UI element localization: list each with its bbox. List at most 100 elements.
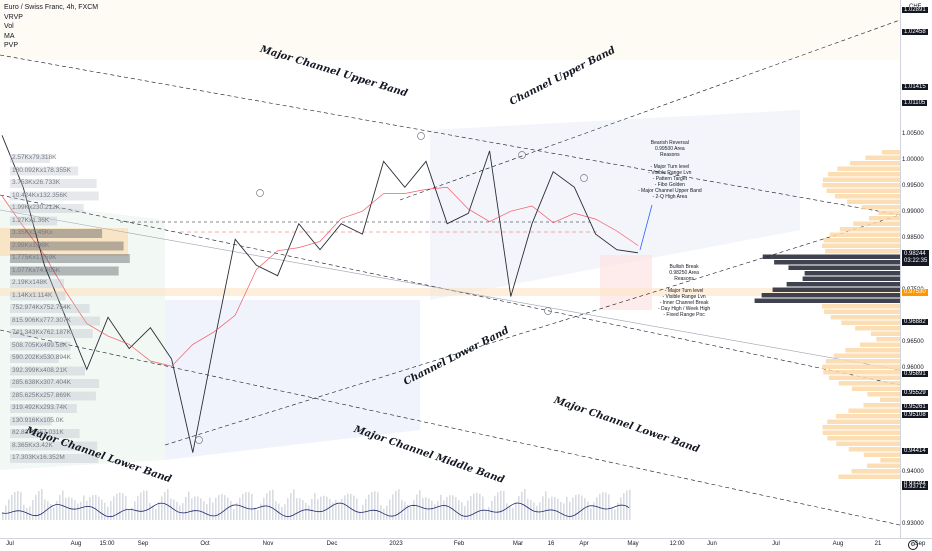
time-tick-label: Jul bbox=[6, 541, 14, 547]
volume-bar bbox=[419, 490, 421, 520]
profile-bar bbox=[826, 188, 900, 193]
volume-bar bbox=[191, 498, 193, 520]
volume-bar bbox=[14, 492, 16, 520]
profile-bar bbox=[822, 304, 900, 309]
volume-bar bbox=[308, 505, 310, 520]
volume-bar bbox=[500, 490, 502, 520]
volume-bar bbox=[464, 506, 466, 520]
volume-bar bbox=[212, 502, 214, 520]
volume-bar bbox=[59, 494, 61, 520]
turn-point-marker bbox=[518, 151, 526, 159]
volume-bar bbox=[497, 492, 499, 520]
volume-profile-label: 815.906Kx777.307K bbox=[12, 316, 71, 324]
volume-bar bbox=[284, 504, 286, 520]
bullish-note-line: - Fixed Range Poc bbox=[663, 312, 705, 318]
volume-bar bbox=[578, 494, 580, 520]
symbol-title[interactable]: Euro / Swiss Franc, 4h, FXCM bbox=[4, 4, 99, 11]
indicator-pvp[interactable]: PVP bbox=[4, 42, 19, 49]
turn-point-marker bbox=[580, 174, 588, 182]
time-axis[interactable] bbox=[0, 538, 932, 551]
volume-bar bbox=[398, 489, 400, 520]
volume-bar bbox=[293, 489, 295, 520]
volume-bar bbox=[512, 508, 514, 520]
volume-bar bbox=[143, 490, 145, 520]
volume-bar bbox=[206, 504, 208, 520]
profile-bar bbox=[762, 254, 900, 259]
time-tick-label: May bbox=[627, 541, 639, 547]
volume-bar bbox=[521, 491, 523, 520]
price-tick-label: 0.95108 bbox=[902, 411, 928, 418]
volume-profile-label: 180.092Kx178.355K bbox=[12, 166, 71, 174]
volume-bar bbox=[122, 493, 124, 520]
chart-settings-icon[interactable]: ⚙ bbox=[908, 540, 918, 550]
volume-bar bbox=[365, 499, 367, 520]
price-tick-label: 0.95261 bbox=[902, 403, 928, 410]
volume-bar bbox=[488, 507, 490, 520]
volume-bar bbox=[560, 501, 562, 520]
volume-profile-label: 1.27Kx1.36K bbox=[12, 216, 50, 224]
volume-bar bbox=[329, 499, 331, 520]
profile-bar bbox=[823, 370, 900, 375]
volume-bar bbox=[467, 500, 469, 520]
volume-bar bbox=[437, 501, 439, 520]
volume-bar bbox=[368, 494, 370, 520]
volume-bar bbox=[374, 491, 376, 520]
volume-bar bbox=[257, 510, 259, 520]
volume-bar bbox=[506, 503, 508, 520]
volume-profile-label: 10.424Kx132.356K bbox=[12, 191, 68, 199]
volume-bar bbox=[305, 502, 307, 520]
price-tick-label: 0.96000 bbox=[902, 365, 924, 372]
volume-bar bbox=[86, 500, 88, 520]
volume-bar bbox=[311, 498, 313, 520]
volume-profile-bar bbox=[10, 304, 90, 313]
bearish-note-line: - Major Channel Upper Band bbox=[638, 188, 702, 194]
volume-bar bbox=[392, 494, 394, 520]
volume-bar bbox=[38, 491, 40, 520]
profile-bar bbox=[847, 199, 900, 204]
profile-bar bbox=[833, 353, 900, 358]
price-plot[interactable] bbox=[0, 0, 900, 538]
price-tick-label: 0.96882 bbox=[902, 319, 928, 326]
price-tick-label: 1.00000 bbox=[902, 157, 924, 164]
price-tick-label: 1.01105 bbox=[902, 99, 928, 106]
price-tick-label: 1.02458 bbox=[902, 29, 928, 36]
bearish-note-line: Reasons bbox=[659, 152, 680, 158]
volume-profile-label: 3.35Kx3.45Kx bbox=[12, 229, 53, 236]
indicator-ma[interactable]: MA bbox=[4, 32, 15, 40]
time-tick-label: Apr bbox=[579, 541, 589, 547]
volume-bar bbox=[527, 498, 529, 520]
time-tick-label: Nov bbox=[262, 541, 274, 547]
volume-bar bbox=[563, 503, 565, 520]
profile-bar bbox=[845, 348, 900, 353]
volume-bar bbox=[431, 500, 433, 520]
volume-bar bbox=[227, 497, 229, 520]
indicator-vrvp[interactable]: VRVP bbox=[4, 13, 23, 21]
profile-bar bbox=[839, 227, 900, 232]
volume-bar bbox=[245, 492, 247, 520]
volume-bar bbox=[602, 492, 604, 520]
profile-bar bbox=[822, 183, 900, 188]
indicator-vol[interactable]: Vol bbox=[4, 23, 14, 30]
volume-bar bbox=[341, 498, 343, 520]
profile-bar bbox=[850, 161, 900, 166]
profile-bar bbox=[841, 320, 900, 325]
price-tick-label: 0.94000 bbox=[902, 469, 924, 476]
volume-bar bbox=[248, 492, 250, 520]
time-tick-label: Jul bbox=[772, 541, 780, 547]
volume-profile-label: 2.99Kx1.98K bbox=[12, 241, 50, 249]
profile-bar bbox=[837, 166, 900, 171]
volume-bar bbox=[299, 498, 301, 520]
volume-bar bbox=[509, 506, 511, 520]
profile-bar bbox=[838, 474, 900, 479]
volume-bar bbox=[335, 499, 337, 520]
volume-bar bbox=[164, 491, 166, 520]
volume-bar bbox=[434, 504, 436, 520]
volume-profile-label: 285.638Kx307.404K bbox=[12, 379, 71, 386]
volume-bar bbox=[605, 492, 607, 520]
price-axis[interactable] bbox=[900, 0, 932, 540]
volume-bar bbox=[404, 501, 406, 520]
channel-upper-band-line bbox=[399, 19, 900, 201]
volume-profile-bar bbox=[10, 191, 99, 201]
volume-profile-label: 392.399Kx408.21K bbox=[12, 366, 68, 374]
